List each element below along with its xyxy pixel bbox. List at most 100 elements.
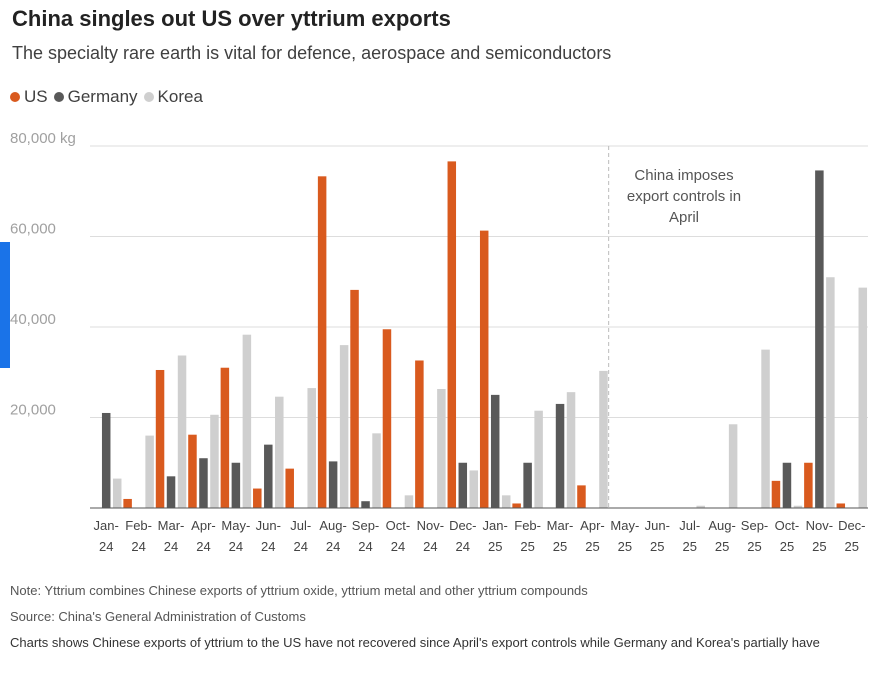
x-tick-label: Dec-: [838, 518, 865, 533]
bar-us: [382, 329, 392, 508]
x-tick-label: Apr-: [580, 518, 605, 533]
bar-korea: [307, 388, 316, 508]
bar-korea: [728, 424, 738, 508]
x-tick-label: Jul-: [290, 518, 311, 533]
bar-germany: [523, 462, 532, 508]
y-tick-label: 80,000 kg: [10, 130, 76, 147]
legend: US Germany Korea: [10, 87, 209, 107]
x-tick-label: Sep-: [352, 518, 379, 533]
legend-dot-korea: [143, 92, 154, 102]
x-tick-label: 25: [650, 539, 664, 554]
bar-germany: [555, 403, 565, 508]
bar-us: [804, 462, 813, 508]
x-tick-label: Jun-: [645, 518, 670, 533]
bar-us: [350, 289, 359, 508]
bar-korea: [177, 355, 187, 508]
x-tick-label: Sep-: [741, 518, 768, 533]
legend-label-germany: Germany: [67, 87, 138, 106]
x-tick-label: 25: [780, 539, 794, 554]
bar-us: [415, 360, 424, 508]
bar-us: [317, 176, 327, 508]
bar-germany: [264, 444, 273, 508]
x-tick-label: 24: [261, 539, 275, 554]
x-tick-label: 25: [682, 539, 696, 554]
x-tick-label: Aug-: [708, 518, 735, 533]
x-tick-label: 24: [196, 539, 210, 554]
bar-korea: [793, 505, 803, 508]
x-tick-label: 24: [326, 539, 340, 554]
x-tick-label: 24: [293, 539, 307, 554]
bar-us: [220, 367, 230, 508]
bar-korea: [210, 414, 219, 508]
bar-us: [512, 503, 521, 508]
x-tick-label: Nov-: [806, 518, 833, 533]
bar-korea: [599, 370, 608, 508]
legend-label-us: US: [24, 87, 48, 106]
bar-korea: [112, 478, 122, 508]
caption-text: Charts shows Chinese exports of yttrium …: [10, 635, 820, 650]
x-tick-label: 25: [747, 539, 761, 554]
x-tick-label: Mar-: [547, 518, 574, 533]
x-tick-label: 24: [358, 539, 372, 554]
x-tick-label: 25: [488, 539, 502, 554]
x-tick-label: Jan-: [94, 518, 119, 533]
x-tick-label: 25: [812, 539, 826, 554]
bar-us: [577, 485, 586, 508]
bar-korea: [372, 433, 381, 508]
bar-korea: [339, 345, 349, 508]
x-tick-label: 25: [553, 539, 567, 554]
x-tick-label: 25: [845, 539, 859, 554]
bar-us: [253, 488, 262, 508]
bar-korea: [437, 388, 446, 508]
bar-korea: [469, 470, 479, 508]
bar-korea: [566, 392, 576, 508]
x-tick-label: 25: [520, 539, 534, 554]
bar-us: [188, 434, 197, 508]
x-tick-label: Jul-: [679, 518, 700, 533]
y-tick-label: 40,000: [10, 311, 56, 328]
x-tick-label: 24: [99, 539, 113, 554]
bar-korea: [826, 277, 835, 508]
bar-korea: [858, 287, 868, 508]
legend-dot-us: [10, 92, 20, 102]
bar-korea: [242, 334, 252, 508]
bar-us: [123, 498, 132, 508]
bar-germany: [458, 462, 468, 508]
x-tick-label: 24: [131, 539, 145, 554]
y-tick-label: 60,000: [10, 221, 56, 238]
x-tick-label: Oct-: [386, 518, 411, 533]
accent-bar: [0, 242, 10, 368]
legend-item-korea: Korea: [143, 87, 203, 107]
bar-korea: [501, 495, 511, 508]
x-tick-label: Jun-: [256, 518, 281, 533]
bar-us: [155, 369, 165, 508]
x-tick-label: 24: [391, 539, 405, 554]
bar-korea: [145, 435, 154, 508]
bar-germany: [199, 458, 208, 508]
legend-dot-germany: [53, 92, 64, 102]
bar-korea: [275, 396, 284, 508]
x-tick-label: Mar-: [158, 518, 185, 533]
x-tick-label: Aug-: [319, 518, 346, 533]
x-tick-label: 24: [423, 539, 437, 554]
bar-us: [285, 468, 294, 508]
annotation-text: April: [669, 209, 699, 226]
x-tick-label: Nov-: [417, 518, 444, 533]
bar-us: [836, 503, 846, 508]
x-tick-label: Apr-: [191, 518, 216, 533]
bar-us: [479, 230, 489, 508]
bar-korea: [696, 505, 705, 508]
bar-germany: [815, 170, 824, 508]
legend-label-korea: Korea: [157, 87, 203, 106]
chart-subtitle: The specialty rare earth is vital for de…: [12, 43, 612, 63]
bar-korea: [761, 349, 770, 508]
x-tick-label: 24: [229, 539, 243, 554]
bar-germany: [361, 501, 370, 508]
annotation-text: China imposes: [634, 167, 733, 184]
annotation-text: export controls in: [627, 188, 741, 205]
x-tick-label: May-: [221, 518, 250, 533]
legend-item-us: US: [10, 87, 48, 107]
bar-us: [771, 480, 781, 508]
y-tick-label: 20,000: [10, 402, 56, 419]
